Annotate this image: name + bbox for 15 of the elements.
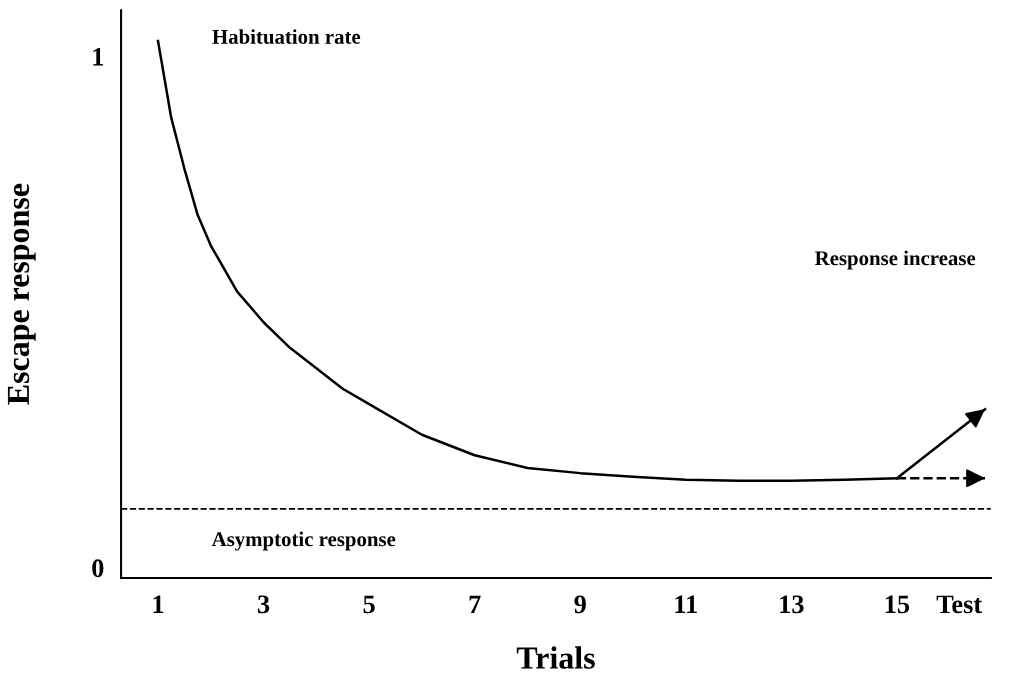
y-tick-label: 0 [92, 559, 104, 578]
x-tick-label: Test [936, 595, 983, 614]
x-tick-label: 3 [257, 595, 270, 614]
x-tick-label: 11 [675, 595, 697, 613]
annotation: Habituation rate [212, 29, 361, 44]
x-tick-label: 7 [469, 595, 481, 613]
y-axis-title: Escape response [7, 183, 36, 405]
annotation: Response increase [814, 250, 976, 270]
x-axis-title: Trials [516, 646, 595, 669]
x-tick-label: 13 [780, 595, 804, 614]
x-tick-label: 5 [363, 595, 375, 614]
x-tick-label: 1 [153, 595, 164, 613]
annotation: Asymptotic response [211, 531, 396, 551]
x-tick-label: 9 [574, 595, 586, 614]
x-tick-label: 15 [885, 595, 910, 614]
